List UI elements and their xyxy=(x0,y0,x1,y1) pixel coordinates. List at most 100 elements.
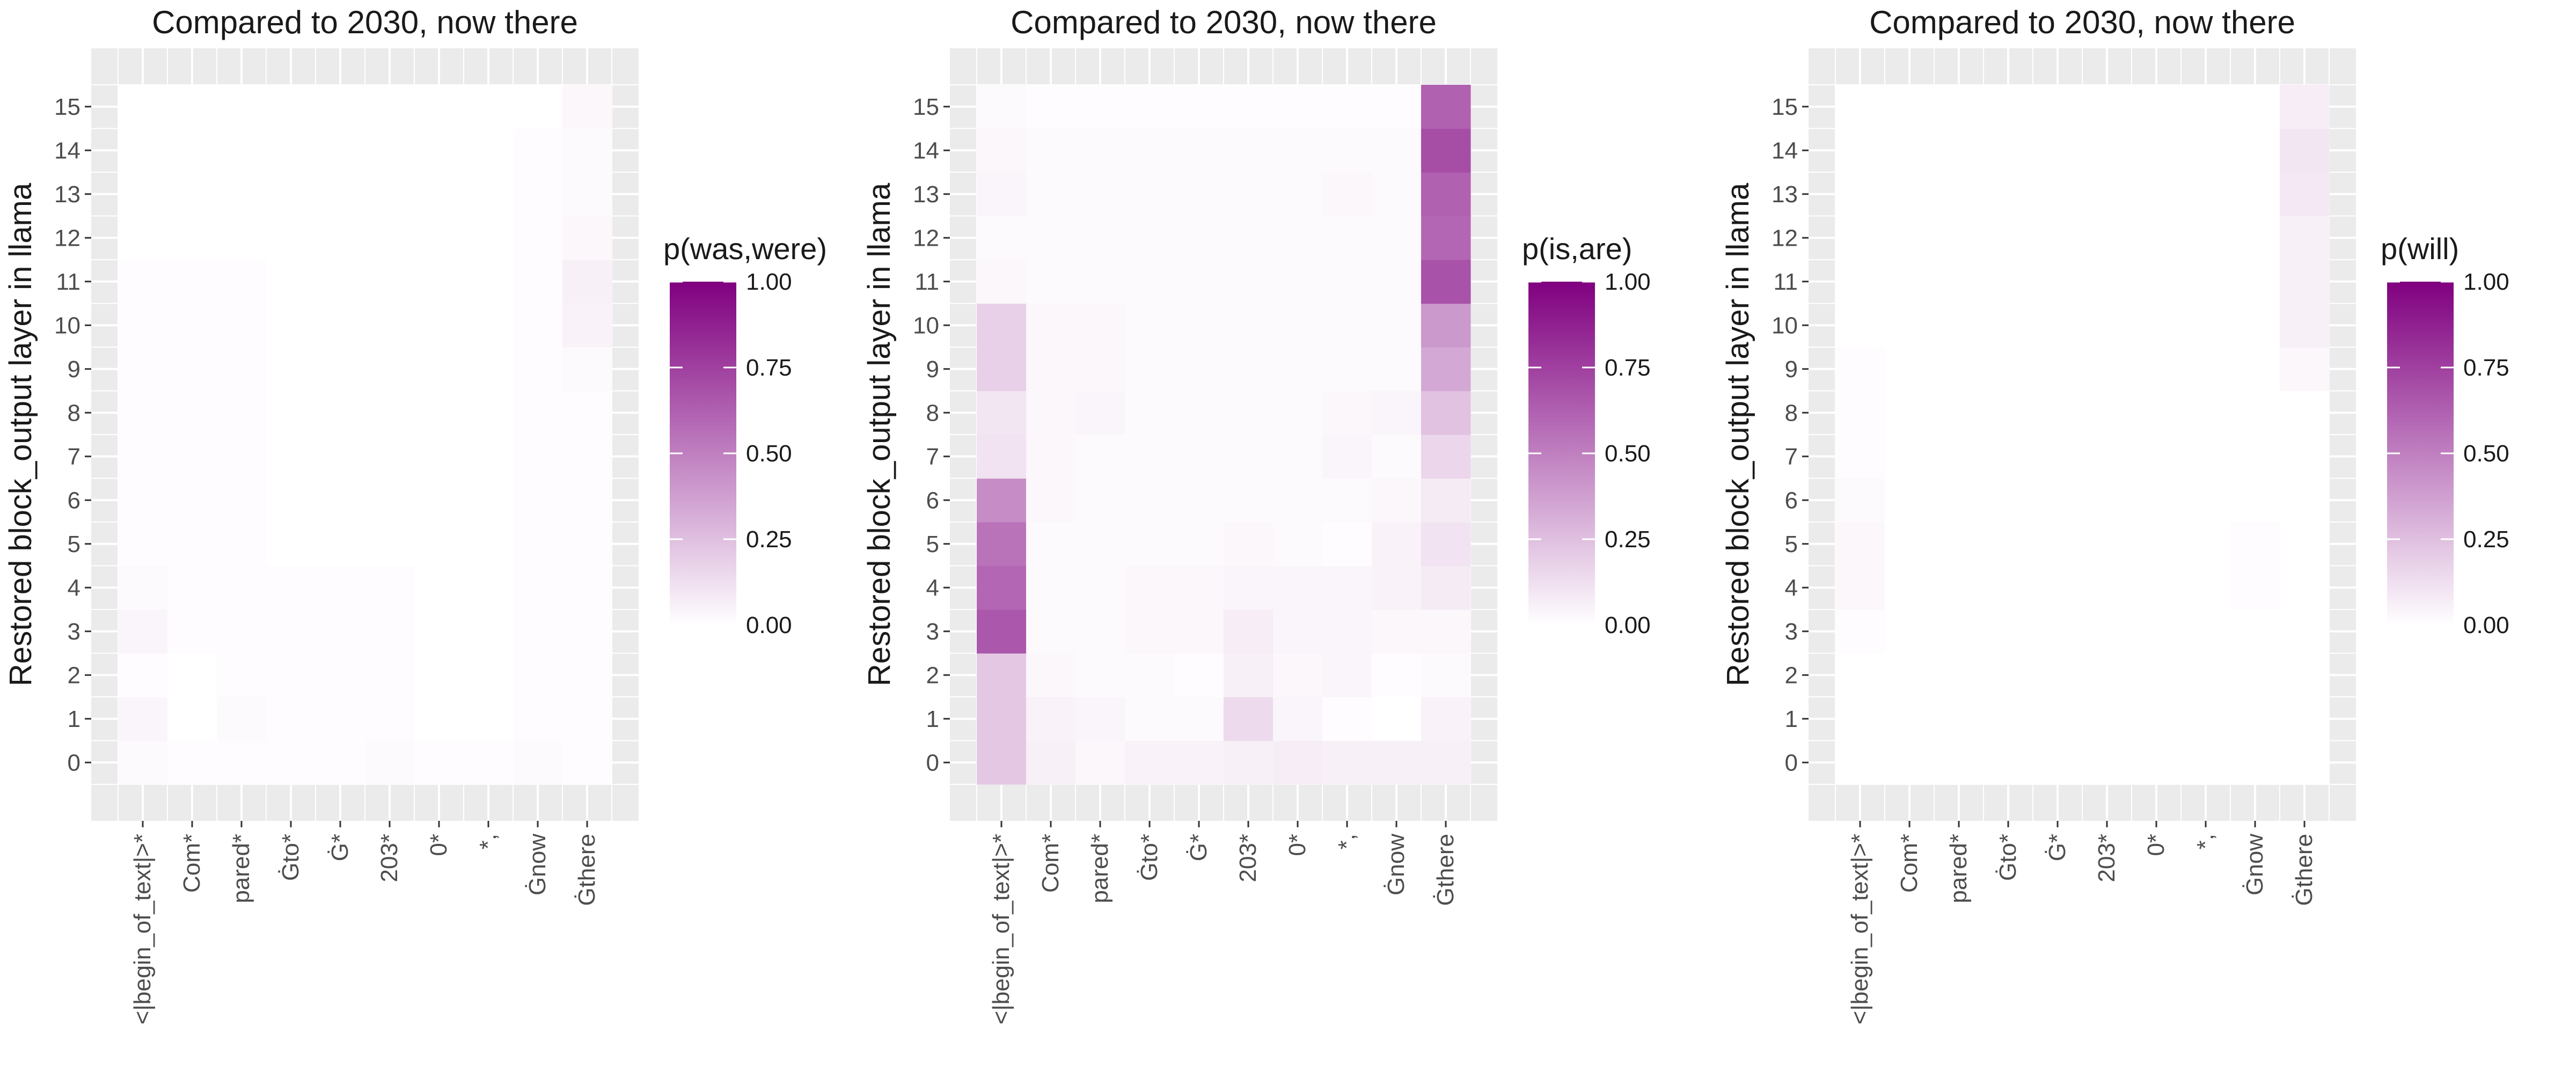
heatmap-cell xyxy=(167,478,217,523)
legend: p(will) 0.00 0.25 0.50 0.75 1.00 xyxy=(2381,232,2509,638)
heatmap-cell xyxy=(2033,391,2083,435)
heatmap-cell xyxy=(414,303,464,348)
heatmap-cell xyxy=(2230,303,2280,348)
heatmap-cell xyxy=(1885,653,1935,697)
heatmap-cell xyxy=(1984,172,2033,217)
heatmap-cell xyxy=(464,653,514,697)
heatmap-cell xyxy=(1273,85,1323,129)
heatmap-cell xyxy=(1835,391,1885,435)
y-tick-label: 13 xyxy=(913,181,939,208)
panel-3: Compared to 2030, now there Restored bloc… xyxy=(1721,4,2509,1025)
y-tick-label: 9 xyxy=(926,356,939,383)
heatmap-cell xyxy=(1273,697,1323,741)
heatmap-cell xyxy=(1075,347,1125,392)
heatmap-cell xyxy=(1835,85,1885,129)
heatmap-cell xyxy=(513,216,563,260)
heatmap-cell xyxy=(167,697,217,741)
heatmap-cell xyxy=(1322,478,1372,523)
heatmap-cell xyxy=(1273,128,1323,173)
heatmap-cell xyxy=(2280,653,2330,697)
heatmap-cell xyxy=(1372,85,1422,129)
heatmap-cell xyxy=(1125,216,1175,260)
heatmap-cell xyxy=(1934,347,1984,392)
heatmap-cell xyxy=(2280,216,2330,260)
heatmap-cell xyxy=(1934,565,1984,610)
heatmap-cell xyxy=(1885,303,1935,348)
y-tick-label: 8 xyxy=(1785,400,1798,426)
heatmap-cell xyxy=(2230,216,2280,260)
heatmap-cell xyxy=(977,260,1027,304)
heatmap-cell xyxy=(167,522,217,567)
heatmap-cell xyxy=(2181,653,2231,697)
heatmap-cell xyxy=(1885,522,1935,567)
heatmap-cell xyxy=(2181,697,2231,741)
x-tick-label: pared* xyxy=(1945,834,1972,903)
y-tick-label: 9 xyxy=(1785,356,1798,383)
heatmap-cell xyxy=(1224,216,1274,260)
heatmap-cell xyxy=(1372,565,1422,610)
heatmap-cell xyxy=(1075,653,1125,697)
heatmap-cell xyxy=(1125,435,1175,479)
heatmap-cell xyxy=(513,85,563,129)
heatmap-cell xyxy=(414,172,464,217)
heatmap-cell xyxy=(1224,391,1274,435)
heatmap-cell xyxy=(1421,478,1471,523)
heatmap-cell xyxy=(2033,85,2083,129)
heatmap-cell xyxy=(464,303,514,348)
y-tick-label: 3 xyxy=(1785,619,1798,645)
heatmap-cell xyxy=(562,435,612,479)
heatmap-cell xyxy=(1026,609,1076,654)
heatmap-cell xyxy=(167,609,217,654)
y-tick-label: 6 xyxy=(926,487,939,513)
heatmap-cell xyxy=(1934,85,1984,129)
heatmap-cell xyxy=(2132,653,2182,697)
heatmap-cell xyxy=(977,522,1027,567)
y-tick-label: 4 xyxy=(68,575,80,601)
heatmap-cell xyxy=(1885,172,1935,217)
heatmap-cell xyxy=(513,697,563,741)
heatmap-cell xyxy=(167,172,217,217)
heatmap-cell xyxy=(1934,740,1984,785)
heatmap-cell xyxy=(562,609,612,654)
heatmap-cell xyxy=(2082,172,2132,217)
heatmap-cell xyxy=(1322,391,1372,435)
heatmap-cell xyxy=(513,172,563,217)
heatmap-cell xyxy=(1224,478,1274,523)
x-tick-label: 203* xyxy=(376,834,402,883)
heatmap-cell xyxy=(316,303,365,348)
heatmap-cell xyxy=(1934,697,1984,741)
heatmap-cell xyxy=(1273,435,1323,479)
heatmap-cell xyxy=(266,565,316,610)
heatmap-cell xyxy=(1984,391,2033,435)
heatmap-cell xyxy=(464,260,514,304)
heatmap-cell xyxy=(1835,435,1885,479)
heatmap-cell xyxy=(118,609,168,654)
heatmap-cell xyxy=(2082,216,2132,260)
heatmap-cell xyxy=(414,260,464,304)
heatmap-cell xyxy=(1984,260,2033,304)
x-tick-label: pared* xyxy=(1087,834,1113,903)
heatmap-cell xyxy=(1835,128,1885,173)
heatmap-cell xyxy=(118,128,168,173)
heatmap-cell xyxy=(2082,478,2132,523)
legend-title: p(will) xyxy=(2381,232,2459,266)
heatmap-cell xyxy=(414,565,464,610)
heatmap-cell xyxy=(1224,347,1274,392)
y-tick-label: 8 xyxy=(926,400,939,426)
heatmap-cell xyxy=(217,653,267,697)
heatmap-cell xyxy=(266,435,316,479)
heatmap-cell xyxy=(266,303,316,348)
heatmap-cell xyxy=(1372,609,1422,654)
heatmap-cell xyxy=(1934,128,1984,173)
heatmap-cell xyxy=(1174,391,1224,435)
heatmap-cell xyxy=(1174,347,1224,392)
heatmap-cell xyxy=(1322,303,1372,348)
heatmap-cell xyxy=(1322,347,1372,392)
heatmap-cell xyxy=(1026,85,1076,129)
y-tick-label: 13 xyxy=(1772,181,1798,208)
heatmap-cell xyxy=(2280,303,2330,348)
heatmap-cell xyxy=(1372,128,1422,173)
heatmap-cell xyxy=(1075,391,1125,435)
heatmap-cell xyxy=(217,435,267,479)
